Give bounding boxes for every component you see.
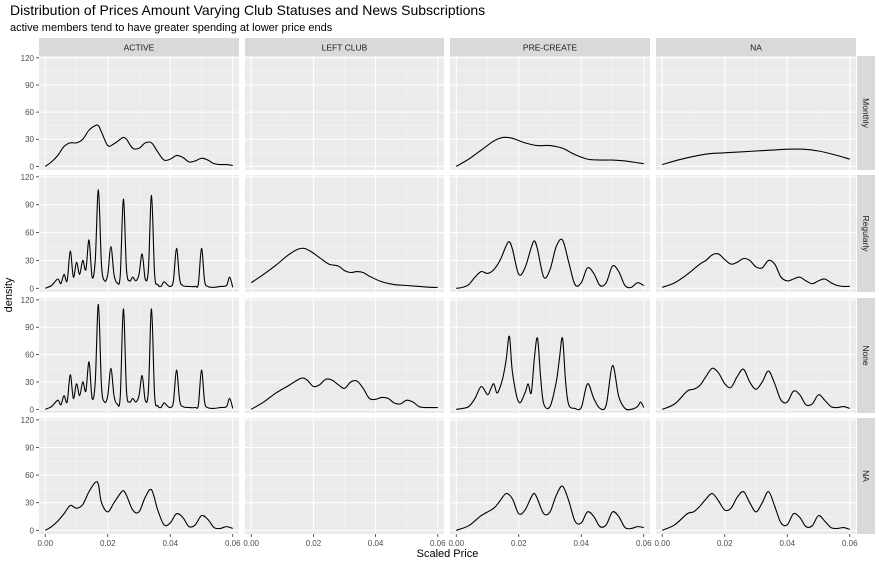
density-line [456, 335, 645, 411]
y-tick-label: 120 [21, 416, 35, 425]
y-tick-label: 60 [25, 351, 34, 360]
y-tick-label: 90 [25, 81, 34, 90]
chart-title: Distribution of Prices Amount Varying Cl… [10, 2, 486, 18]
column-strip [656, 38, 856, 56]
x-tick-label: 0.02 [717, 539, 733, 548]
density-line [662, 367, 850, 410]
y-tick-label: 90 [25, 201, 34, 210]
row-strip [857, 56, 875, 170]
density-line [44, 481, 233, 531]
x-tick-label: 0.02 [511, 539, 527, 548]
row-strip-label: None [861, 345, 871, 366]
x-tick-label: 0.02 [306, 539, 322, 548]
y-tick-label: 90 [25, 323, 34, 332]
x-tick-label: 0.06 [430, 539, 446, 548]
y-tick-label: 120 [21, 296, 35, 305]
density-line [45, 189, 234, 289]
x-tick-label: 0.06 [636, 539, 652, 548]
y-tick-label: 60 [25, 471, 34, 480]
y-tick-label: 120 [21, 173, 35, 182]
y-tick-label: 30 [25, 256, 34, 265]
row-strip [857, 418, 875, 534]
y-tick-label: 30 [25, 378, 34, 387]
density-line [45, 303, 234, 410]
y-tick-label: 0 [30, 405, 35, 414]
x-tick-label: 0.06 [842, 539, 858, 548]
density-line [456, 485, 644, 531]
density-line [455, 136, 644, 167]
x-tick-label: 0.04 [368, 539, 384, 548]
column-strip-label: PRE-CREATE [523, 43, 577, 53]
y-tick-label: 120 [21, 54, 35, 63]
x-tick-label: 0.06 [225, 539, 241, 548]
column-strip [245, 38, 444, 56]
column-strip-label: ACTIVE [124, 43, 155, 53]
x-tick-label: 0.02 [100, 539, 116, 548]
row-strip [857, 298, 875, 413]
x-axis-title: Scaled Price [417, 548, 479, 560]
y-tick-label: 0 [30, 526, 35, 535]
row-strip-label: NA [861, 470, 871, 482]
row-strip [857, 175, 875, 292]
row-strip-label: Regularly [861, 216, 871, 253]
x-tick-label: 0.00 [37, 539, 53, 548]
row-strip-label: Monthly [861, 98, 871, 129]
x-tick-label: 0.04 [779, 539, 795, 548]
density-line [250, 377, 438, 410]
y-tick-label: 90 [25, 443, 34, 452]
x-tick-label: 0.00 [448, 539, 464, 548]
y-tick-label: 30 [25, 135, 34, 144]
x-tick-label: 0.04 [162, 539, 178, 548]
density-line [662, 490, 850, 531]
x-tick-label: 0.00 [654, 539, 670, 548]
y-tick-label: 30 [25, 499, 34, 508]
column-strip [39, 38, 239, 56]
column-strip [450, 38, 650, 56]
density-line [662, 253, 850, 288]
y-tick-label: 60 [25, 229, 34, 238]
density-line [662, 148, 850, 166]
column-strip-label: NA [750, 43, 762, 53]
y-tick-label: 0 [30, 284, 35, 293]
y-tick-label: 60 [25, 108, 34, 117]
y-axis-title: density [3, 277, 15, 312]
density-line [44, 124, 233, 167]
density-line [456, 238, 645, 289]
density-line [250, 247, 438, 288]
chart-subtitle: active members tend to have greater spen… [10, 22, 333, 34]
column-strip-label: LEFT CLUB [322, 43, 368, 53]
y-tick-label: 0 [30, 162, 35, 171]
x-tick-label: 0.00 [243, 539, 259, 548]
x-tick-label: 0.04 [573, 539, 589, 548]
